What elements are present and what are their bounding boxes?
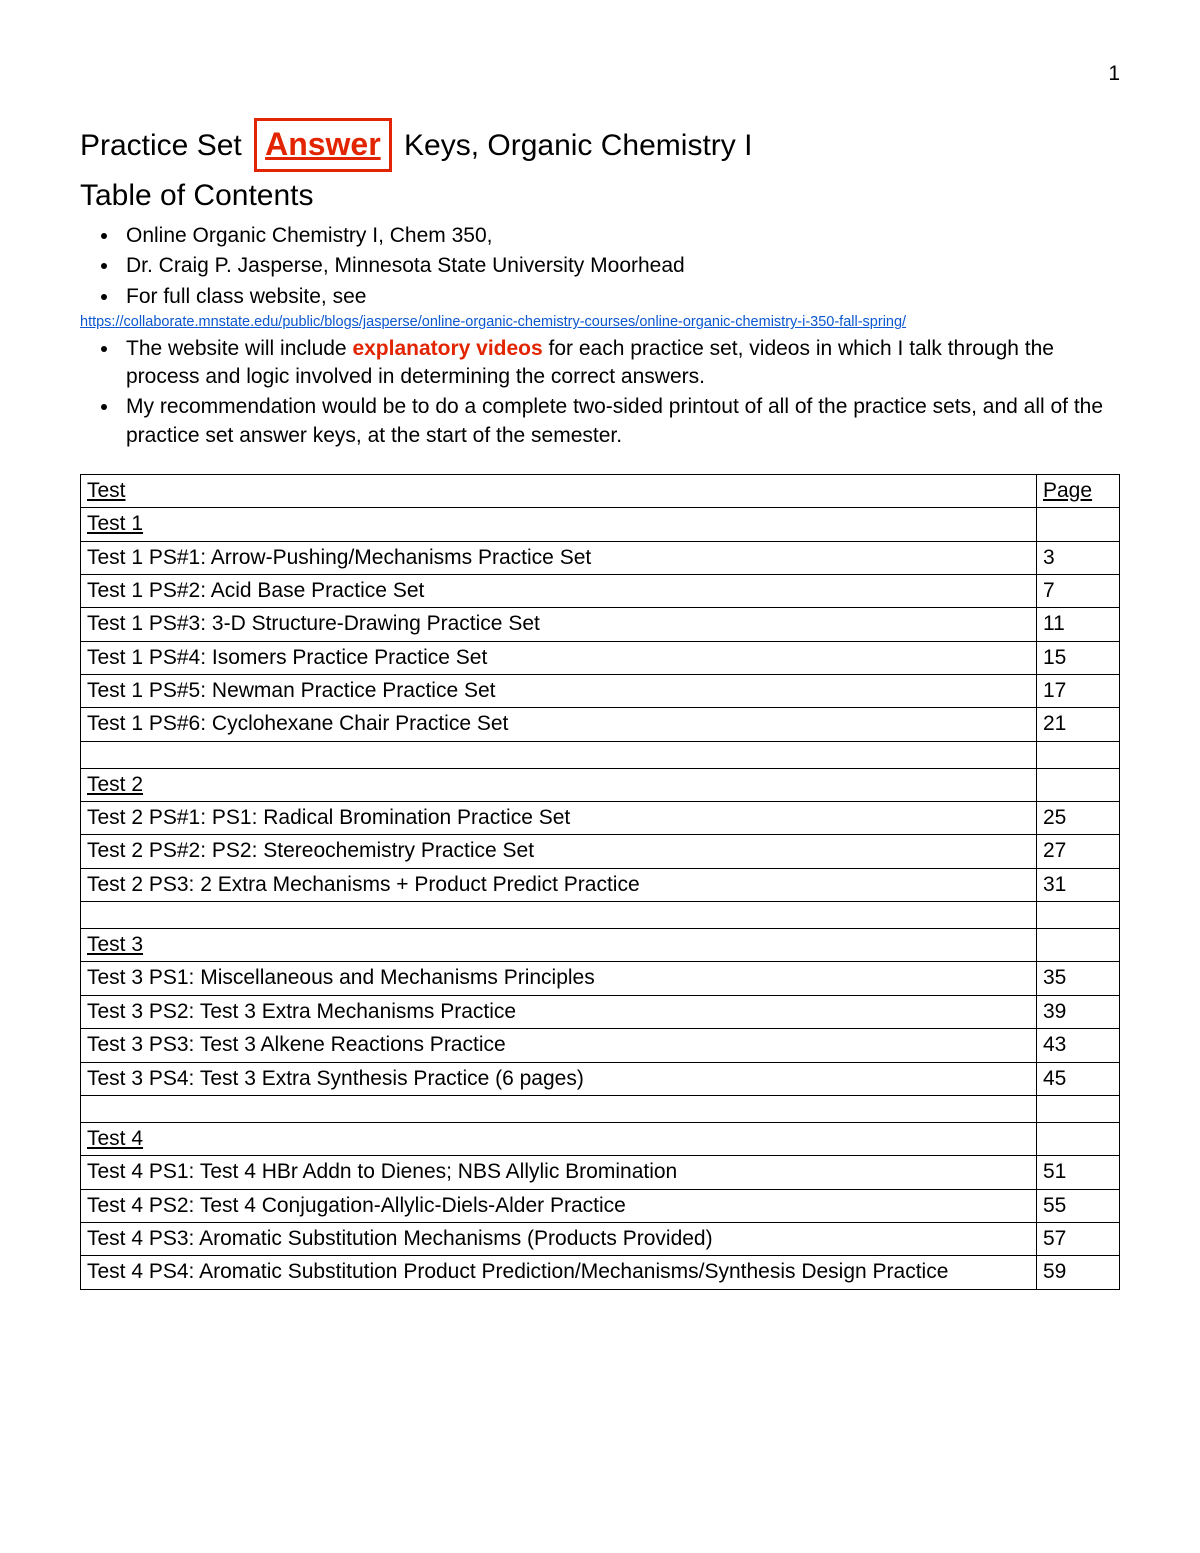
section-label: Test 3	[81, 929, 1037, 962]
item-page: 7	[1037, 575, 1120, 608]
item-page: 31	[1037, 868, 1120, 901]
item-label: Test 4 PS3: Aromatic Substitution Mechan…	[81, 1222, 1037, 1255]
item-label: Test 3 PS3: Test 3 Alkene Reactions Prac…	[81, 1029, 1037, 1062]
bullet-item: Online Organic Chemistry I, Chem 350,	[120, 222, 1120, 250]
item-page: 45	[1037, 1062, 1120, 1095]
item-label: Test 2 PS#2: PS2: Stereochemistry Practi…	[81, 835, 1037, 868]
item-page: 27	[1037, 835, 1120, 868]
item-label: Test 1 PS#3: 3-D Structure-Drawing Pract…	[81, 608, 1037, 641]
course-url-link[interactable]: https://collaborate.mnstate.edu/public/b…	[80, 313, 1120, 333]
item-page: 11	[1037, 608, 1120, 641]
table-row: Test 3 PS1: Miscellaneous and Mechanisms…	[81, 962, 1120, 995]
table-row: Test 3	[81, 929, 1120, 962]
title-suffix: Keys, Organic Chemistry I	[404, 129, 752, 162]
item-label: Test 1 PS#5: Newman Practice Practice Se…	[81, 675, 1037, 708]
item-page: 51	[1037, 1156, 1120, 1189]
item-page: 17	[1037, 675, 1120, 708]
item-label: Test 2 PS#1: PS1: Radical Bromination Pr…	[81, 802, 1037, 835]
section-page	[1037, 1122, 1120, 1155]
table-row	[81, 741, 1120, 768]
subtitle: Table of Contents	[80, 176, 1120, 217]
item-label: Test 1 PS#2: Acid Base Practice Set	[81, 575, 1037, 608]
item-label: Test 4 PS1: Test 4 HBr Addn to Dienes; N…	[81, 1156, 1037, 1189]
toc-header-page: Page	[1037, 475, 1120, 508]
bullet-item: Dr. Craig P. Jasperse, Minnesota State U…	[120, 252, 1120, 280]
table-row: Test 4 PS4: Aromatic Substitution Produc…	[81, 1256, 1120, 1289]
explanatory-videos-highlight: explanatory videos	[352, 337, 542, 360]
table-row: Test 1 PS#6: Cyclohexane Chair Practice …	[81, 708, 1120, 741]
answer-highlight-box: Answer	[254, 118, 392, 171]
table-row: Test 2	[81, 768, 1120, 801]
table-row: Test 2 PS3: 2 Extra Mechanisms + Product…	[81, 868, 1120, 901]
empty-cell	[1037, 1095, 1120, 1122]
item-label: Test 3 PS4: Test 3 Extra Synthesis Pract…	[81, 1062, 1037, 1095]
table-row: Test 4 PS3: Aromatic Substitution Mechan…	[81, 1222, 1120, 1255]
item-label: Test 3 PS1: Miscellaneous and Mechanisms…	[81, 962, 1037, 995]
toc-header-row: Test Page	[81, 475, 1120, 508]
toc-header-test: Test	[81, 475, 1037, 508]
table-row	[81, 902, 1120, 929]
item-page: 3	[1037, 541, 1120, 574]
item-page: 35	[1037, 962, 1120, 995]
table-row: Test 3 PS3: Test 3 Alkene Reactions Prac…	[81, 1029, 1120, 1062]
item-label: Test 2 PS3: 2 Extra Mechanisms + Product…	[81, 868, 1037, 901]
page-number: 1	[80, 60, 1120, 88]
toc-table: Test Page Test 1Test 1 PS#1: Arrow-Pushi…	[80, 474, 1120, 1290]
empty-cell	[81, 1095, 1037, 1122]
section-page	[1037, 929, 1120, 962]
table-row: Test 1 PS#4: Isomers Practice Practice S…	[81, 641, 1120, 674]
item-page: 43	[1037, 1029, 1120, 1062]
page-title: Practice Set Answer Keys, Organic Chemis…	[80, 118, 1120, 171]
bullet-website-pre: The website will include	[126, 337, 352, 360]
section-page	[1037, 768, 1120, 801]
bullet-website: The website will include explanatory vid…	[120, 335, 1120, 392]
section-label: Test 2	[81, 768, 1037, 801]
intro-bullets-bottom: The website will include explanatory vid…	[120, 335, 1120, 450]
table-row	[81, 1095, 1120, 1122]
section-label: Test 4	[81, 1122, 1037, 1155]
bullet-recommendation: My recommendation would be to do a compl…	[120, 393, 1120, 450]
table-row: Test 2 PS#1: PS1: Radical Bromination Pr…	[81, 802, 1120, 835]
item-page: 15	[1037, 641, 1120, 674]
table-row: Test 3 PS4: Test 3 Extra Synthesis Pract…	[81, 1062, 1120, 1095]
item-page: 25	[1037, 802, 1120, 835]
item-page: 21	[1037, 708, 1120, 741]
item-label: Test 1 PS#1: Arrow-Pushing/Mechanisms Pr…	[81, 541, 1037, 574]
table-row: Test 2 PS#2: PS2: Stereochemistry Practi…	[81, 835, 1120, 868]
empty-cell	[81, 902, 1037, 929]
item-page: 59	[1037, 1256, 1120, 1289]
table-row: Test 1 PS#5: Newman Practice Practice Se…	[81, 675, 1120, 708]
item-label: Test 4 PS2: Test 4 Conjugation-Allylic-D…	[81, 1189, 1037, 1222]
item-label: Test 4 PS4: Aromatic Substitution Produc…	[81, 1256, 1037, 1289]
table-row: Test 1 PS#3: 3-D Structure-Drawing Pract…	[81, 608, 1120, 641]
empty-cell	[1037, 741, 1120, 768]
bullet-item: For full class website, see	[120, 283, 1120, 311]
table-row: Test 4	[81, 1122, 1120, 1155]
item-page: 55	[1037, 1189, 1120, 1222]
item-label: Test 1 PS#4: Isomers Practice Practice S…	[81, 641, 1037, 674]
table-row: Test 1 PS#1: Arrow-Pushing/Mechanisms Pr…	[81, 541, 1120, 574]
intro-bullets-top: Online Organic Chemistry I, Chem 350,Dr.…	[120, 222, 1120, 311]
title-prefix: Practice Set	[80, 129, 242, 162]
table-row: Test 4 PS2: Test 4 Conjugation-Allylic-D…	[81, 1189, 1120, 1222]
table-row: Test 1	[81, 508, 1120, 541]
table-row: Test 3 PS2: Test 3 Extra Mechanisms Prac…	[81, 995, 1120, 1028]
section-label: Test 1	[81, 508, 1037, 541]
table-row: Test 4 PS1: Test 4 HBr Addn to Dienes; N…	[81, 1156, 1120, 1189]
item-label: Test 3 PS2: Test 3 Extra Mechanisms Prac…	[81, 995, 1037, 1028]
empty-cell	[1037, 902, 1120, 929]
empty-cell	[81, 741, 1037, 768]
item-label: Test 1 PS#6: Cyclohexane Chair Practice …	[81, 708, 1037, 741]
item-page: 39	[1037, 995, 1120, 1028]
table-row: Test 1 PS#2: Acid Base Practice Set7	[81, 575, 1120, 608]
section-page	[1037, 508, 1120, 541]
item-page: 57	[1037, 1222, 1120, 1255]
